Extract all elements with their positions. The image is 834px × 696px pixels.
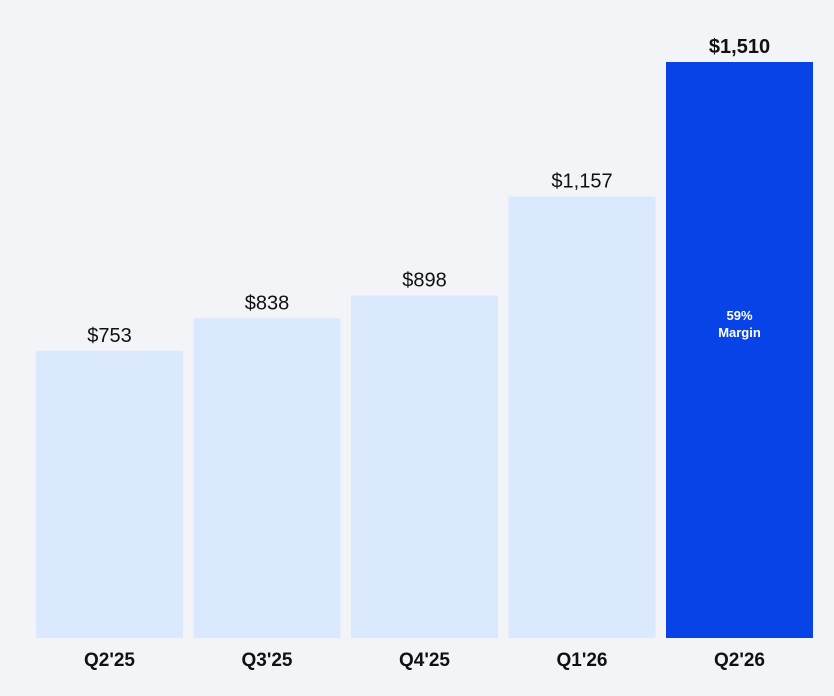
bar-Q2'25 bbox=[36, 350, 183, 638]
value-label-Q4'25: $898 bbox=[402, 269, 447, 291]
category-label-Q2'26: Q2'26 bbox=[714, 650, 765, 671]
value-label-Q1'26: $1,157 bbox=[551, 171, 612, 193]
bar-Q1'26 bbox=[508, 196, 656, 639]
category-label-Q1'26: Q1'26 bbox=[557, 650, 608, 671]
bar-Q4'25 bbox=[351, 295, 498, 638]
category-label-Q3'25: Q3'25 bbox=[242, 650, 293, 671]
bar-Q2'26 bbox=[666, 62, 813, 638]
value-label-Q2'25: $753 bbox=[87, 325, 132, 347]
margin-annotation-line-0: 59% bbox=[726, 308, 752, 323]
margin-annotation-line-1: Margin bbox=[718, 325, 761, 340]
bar-Q3'25 bbox=[193, 318, 341, 638]
value-label-Q2'26: $1,510 bbox=[709, 36, 770, 58]
category-label-Q2'25: Q2'25 bbox=[84, 650, 135, 671]
category-label-Q4'25: Q4'25 bbox=[399, 650, 450, 671]
value-label-Q3'25: $838 bbox=[245, 292, 290, 314]
